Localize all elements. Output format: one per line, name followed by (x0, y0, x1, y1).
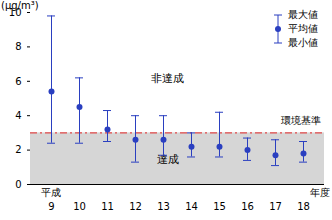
svg-text:10: 10 (73, 201, 86, 212)
svg-text:15: 15 (213, 201, 226, 212)
svg-text:16: 16 (241, 201, 254, 212)
svg-text:非達成: 非達成 (151, 72, 184, 85)
svg-text:達成: 達成 (157, 153, 179, 166)
svg-text:8: 8 (15, 41, 21, 52)
svg-text:環境基準: 環境基準 (281, 115, 321, 126)
svg-text:14: 14 (185, 201, 198, 212)
svg-text:6: 6 (15, 76, 21, 87)
svg-text:13: 13 (157, 201, 170, 212)
svg-text:18: 18 (297, 201, 310, 212)
svg-text:9: 9 (48, 201, 54, 212)
svg-text:0: 0 (15, 179, 21, 190)
svg-text:4: 4 (15, 110, 21, 121)
svg-text:12: 12 (129, 201, 142, 212)
svg-text:2: 2 (15, 144, 21, 155)
svg-text:11: 11 (101, 201, 114, 212)
svg-text:17: 17 (269, 201, 282, 212)
